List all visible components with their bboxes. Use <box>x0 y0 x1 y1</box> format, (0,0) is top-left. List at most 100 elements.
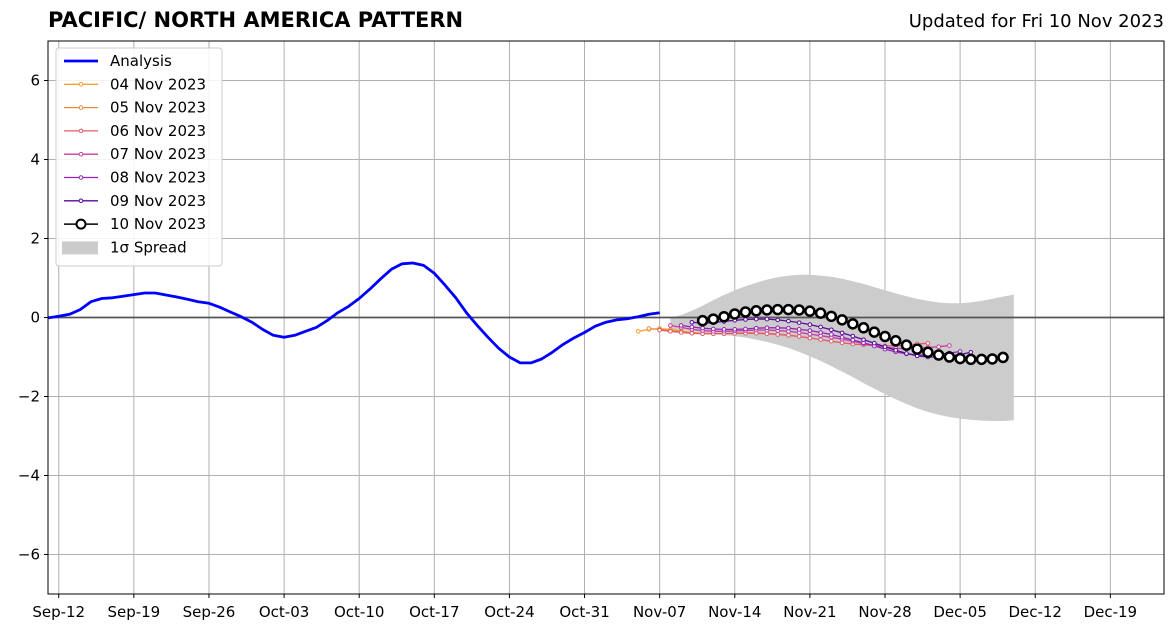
forecast-point <box>786 318 791 324</box>
legend-label: 08 Nov 2023 <box>110 169 206 187</box>
tick-layer: Sep-12 Sep-19 Sep-26 Oct-03 Oct-10 Oct-17 Oct-… <box>18 72 1137 622</box>
forecast-point <box>911 343 923 355</box>
forecast-point <box>793 304 805 316</box>
forecast-point <box>657 327 662 333</box>
forecast-point <box>829 327 834 333</box>
x-tick-label: Oct-17 <box>409 603 459 621</box>
forecast-point <box>689 324 695 330</box>
forecast-point <box>947 343 952 348</box>
forecast-point <box>786 325 791 331</box>
forecast-point <box>718 310 730 323</box>
legend-label: 07 Nov 2023 <box>110 145 206 163</box>
forecast-point <box>771 303 784 316</box>
forecast-point <box>850 333 856 339</box>
legend-swatch-marker <box>78 175 84 180</box>
x-tick-label: Nov-21 <box>783 603 836 621</box>
legend-swatch-marker <box>78 105 84 110</box>
x-tick-label: Oct-03 <box>259 603 309 621</box>
legend-label: 09 Nov 2023 <box>110 192 206 210</box>
forecast-point <box>900 339 913 351</box>
forecast-point <box>922 346 934 359</box>
forecast-point <box>836 314 848 326</box>
legend-box <box>55 47 223 267</box>
chart-title: PACIFIC/ NORTH AMERICA PATTERN <box>48 8 464 32</box>
legend-label: 1σ Spread <box>110 238 187 256</box>
forecast-point <box>775 325 780 331</box>
forecast-point <box>764 325 770 331</box>
legend-label: Analysis <box>110 52 172 70</box>
forecast-point <box>829 338 834 344</box>
forecast-point <box>689 319 695 325</box>
y-tick-label: −4 <box>18 467 40 485</box>
y-tick-label: 0 <box>30 309 40 327</box>
forecast-point <box>868 326 881 338</box>
forecast-point <box>678 323 684 328</box>
x-tick-label: Nov-07 <box>633 603 686 621</box>
forecast-point <box>825 310 838 323</box>
x-tick-label: Nov-28 <box>858 603 911 621</box>
forecast-point <box>857 322 870 334</box>
legend-swatch-marker <box>78 128 84 134</box>
legend-swatch-marker <box>75 218 87 230</box>
legend: Analysis 04 Nov 2023 05 Nov 2023 06 Nov 202… <box>55 47 223 267</box>
forecast-point <box>829 332 834 337</box>
forecast-point <box>729 308 741 320</box>
series-layer <box>47 261 1009 366</box>
legend-swatch-marker <box>78 82 84 87</box>
forecast-point <box>786 332 791 338</box>
legend-label: 06 Nov 2023 <box>110 122 206 140</box>
forecast-point <box>764 316 770 322</box>
y-tick-label: 4 <box>30 151 40 169</box>
forecast-point <box>775 332 780 337</box>
forecast-point <box>775 317 780 323</box>
x-tick-label: Dec-12 <box>1008 603 1062 621</box>
forecast-point <box>850 337 856 343</box>
forecast-point <box>721 327 727 332</box>
forecast-point <box>761 304 773 316</box>
forecast-point <box>839 330 845 336</box>
y-tick-label: 2 <box>30 230 40 248</box>
forecast-point <box>739 306 752 318</box>
x-tick-label: Sep-19 <box>107 603 160 621</box>
forecast-point <box>689 331 695 336</box>
forecast-point <box>986 353 999 365</box>
y-tick-label: −2 <box>18 388 40 406</box>
forecast-point <box>818 324 823 330</box>
analysis-line <box>47 261 660 365</box>
y-tick-label: 6 <box>30 72 40 90</box>
x-tick-label: Sep-12 <box>32 603 85 621</box>
forecast-point <box>968 349 974 355</box>
forecast-point <box>893 347 899 353</box>
x-tick-label: Oct-31 <box>559 603 609 621</box>
legend-label: 04 Nov 2023 <box>110 75 206 93</box>
forecast-point <box>814 307 827 319</box>
forecast-point <box>879 330 891 343</box>
forecast-point <box>750 305 762 317</box>
forecast-point <box>782 303 795 316</box>
forecast-point <box>925 340 931 346</box>
forecast-point <box>678 330 684 335</box>
forecast-point <box>796 334 802 339</box>
spread-layer <box>670 274 1014 421</box>
forecast-point <box>743 326 748 332</box>
y-tick-label: −6 <box>18 546 40 564</box>
legend-label: 05 Nov 2023 <box>110 99 206 117</box>
forecast-point <box>668 323 673 328</box>
legend-swatch-marker <box>78 198 84 204</box>
legend-swatch-marker <box>78 151 84 157</box>
x-tick-label: Dec-19 <box>1084 603 1138 621</box>
x-tick-label: Nov-14 <box>708 603 761 621</box>
forecast-point <box>807 328 813 333</box>
forecast-point <box>847 318 859 330</box>
spread-band <box>670 274 1014 421</box>
forecast-point <box>711 326 716 332</box>
forecast-point <box>668 329 673 334</box>
chart-subtitle: Updated for Fri 10 Nov 2023 <box>908 11 1164 32</box>
forecast-point <box>871 340 877 346</box>
forecast-point <box>943 351 956 363</box>
forecast-point <box>882 344 888 350</box>
x-tick-label: Oct-10 <box>334 603 384 621</box>
x-tick-label: Dec-05 <box>933 603 987 621</box>
forecast-point <box>646 326 652 331</box>
